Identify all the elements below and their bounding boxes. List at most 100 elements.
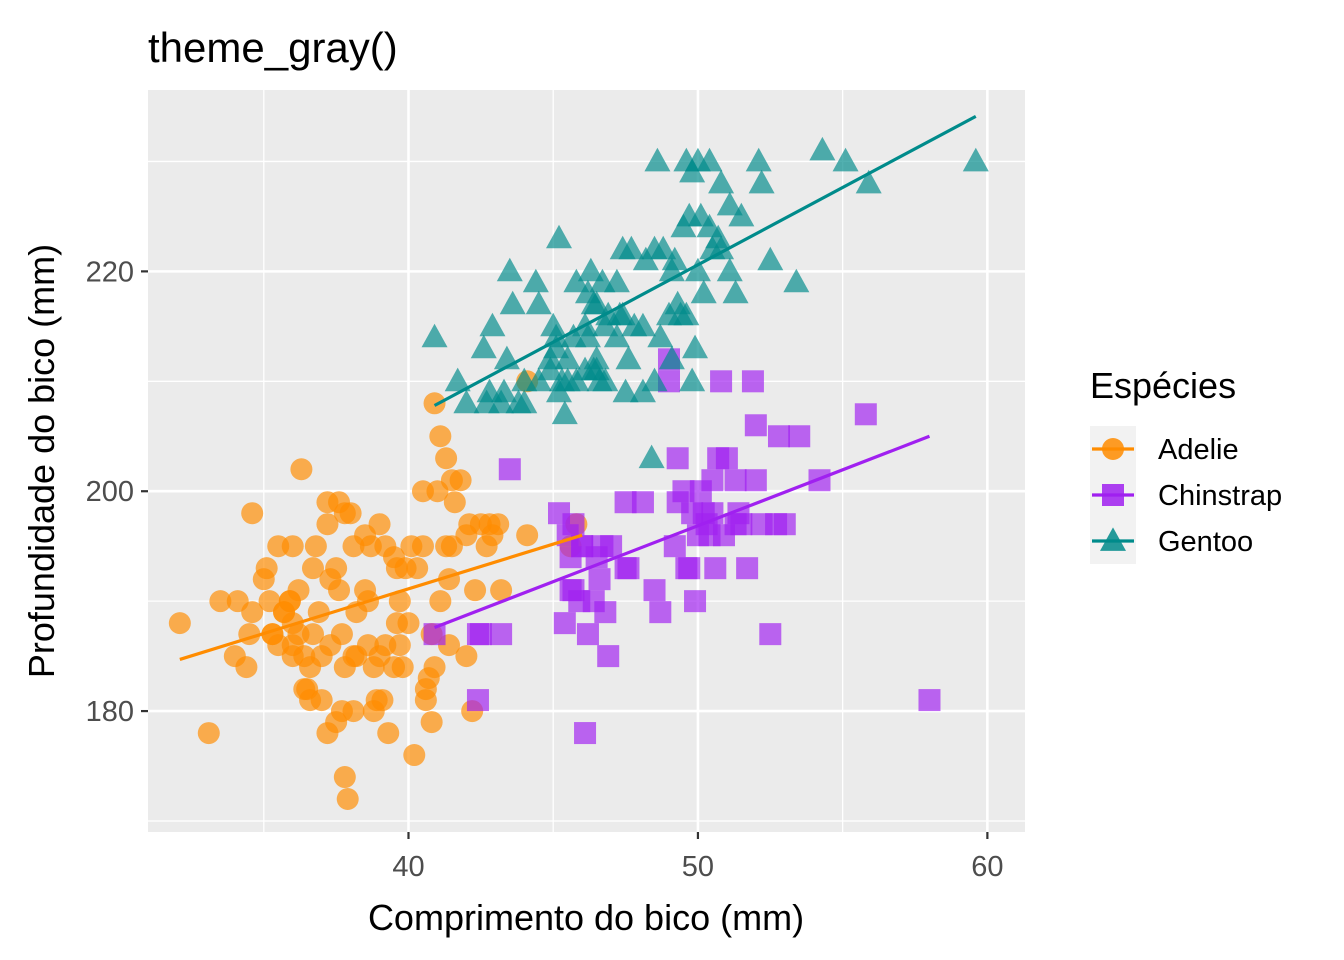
data-points xyxy=(168,136,989,811)
data-point-gentoo xyxy=(696,147,723,172)
data-point-gentoo xyxy=(592,367,619,392)
data-point-chinstrap xyxy=(663,535,686,558)
data-point-gentoo xyxy=(511,367,538,392)
data-point-adelie xyxy=(443,491,466,514)
data-point-gentoo xyxy=(809,136,836,161)
legend-items: Adelie Chinstrap Gentoo xyxy=(1090,426,1282,564)
data-point-gentoo xyxy=(551,400,578,425)
data-point-chinstrap xyxy=(698,524,721,547)
data-point-adelie xyxy=(325,711,348,734)
data-point-adelie xyxy=(330,623,353,646)
data-point-chinstrap xyxy=(704,557,727,580)
data-point-gentoo xyxy=(783,268,810,293)
fit-line-gentoo xyxy=(433,114,977,407)
data-point-gentoo xyxy=(661,246,688,271)
regression-lines xyxy=(179,114,977,661)
data-point-gentoo xyxy=(757,246,784,271)
data-point-gentoo xyxy=(638,444,665,469)
data-point-adelie xyxy=(301,557,324,580)
data-point-gentoo xyxy=(722,279,749,304)
data-point-adelie xyxy=(423,656,446,679)
data-point-adelie xyxy=(304,535,327,558)
data-point-adelie xyxy=(293,678,316,701)
data-point-chinstrap xyxy=(576,623,599,646)
data-point-chinstrap xyxy=(724,469,747,492)
data-point-adelie xyxy=(371,689,394,712)
fit-line-adelie xyxy=(179,533,583,661)
data-point-adelie xyxy=(455,645,478,668)
data-point-adelie xyxy=(368,513,391,536)
data-point-adelie xyxy=(391,656,414,679)
data-point-adelie xyxy=(403,744,426,767)
data-point-chinstrap xyxy=(588,568,611,591)
legend-title: Espécies xyxy=(1090,365,1236,406)
data-point-adelie xyxy=(429,425,452,448)
data-point-chinstrap xyxy=(469,623,492,646)
data-point-gentoo xyxy=(647,323,674,348)
data-point-gentoo xyxy=(609,235,636,260)
data-point-adelie xyxy=(281,634,304,657)
data-point-adelie xyxy=(197,722,220,745)
data-point-adelie xyxy=(241,502,264,525)
data-point-adelie xyxy=(342,700,365,723)
data-point-chinstrap xyxy=(684,590,707,613)
data-point-gentoo xyxy=(543,323,570,348)
data-point-chinstrap xyxy=(600,535,623,558)
data-point-adelie xyxy=(464,579,487,602)
data-point-gentoo xyxy=(650,235,677,260)
legend-item-adelie: Adelie xyxy=(1090,426,1239,472)
legend-label-adelie: Adelie xyxy=(1158,434,1239,466)
data-point-chinstrap xyxy=(744,469,767,492)
legend-label-gentoo: Gentoo xyxy=(1158,526,1253,558)
data-point-gentoo xyxy=(603,268,630,293)
data-point-gentoo xyxy=(479,312,506,337)
data-point-adelie xyxy=(209,590,232,613)
data-point-gentoo xyxy=(832,147,859,172)
data-point-chinstrap xyxy=(423,623,446,646)
data-point-gentoo xyxy=(421,323,448,348)
data-point-gentoo xyxy=(496,257,523,282)
data-point-adelie xyxy=(516,524,539,547)
data-point-chinstrap xyxy=(594,601,617,624)
data-point-adelie xyxy=(336,788,359,811)
data-point-chinstrap xyxy=(649,601,672,624)
data-point-gentoo xyxy=(855,169,882,194)
x-tick-label: 40 xyxy=(392,851,424,883)
data-point-adelie xyxy=(377,722,400,745)
data-point-gentoo xyxy=(511,389,538,414)
data-point-chinstrap xyxy=(466,689,489,712)
data-point-adelie xyxy=(362,656,385,679)
data-point-adelie xyxy=(388,590,411,613)
data-point-adelie xyxy=(397,612,420,635)
data-point-gentoo xyxy=(962,147,989,172)
data-point-adelie xyxy=(388,634,411,657)
data-point-adelie xyxy=(235,656,258,679)
data-point-chinstrap xyxy=(614,491,637,514)
data-point-gentoo xyxy=(444,367,471,392)
data-point-gentoo xyxy=(603,323,630,348)
data-point-adelie xyxy=(429,590,452,613)
data-point-adelie xyxy=(423,392,446,415)
data-point-adelie xyxy=(281,535,304,558)
data-point-chinstrap xyxy=(759,623,782,646)
data-point-adelie xyxy=(316,513,339,536)
data-point-adelie xyxy=(226,590,249,613)
data-point-chinstrap xyxy=(773,513,796,536)
data-point-adelie xyxy=(301,623,324,646)
data-point-chinstrap xyxy=(701,469,724,492)
data-point-adelie xyxy=(435,535,458,558)
data-point-chinstrap xyxy=(559,579,582,602)
x-tick-label: 60 xyxy=(971,851,1003,883)
data-point-gentoo xyxy=(658,345,685,370)
data-point-chinstrap xyxy=(571,535,594,558)
data-point-chinstrap xyxy=(643,579,666,602)
legend-item-gentoo: Gentoo xyxy=(1090,518,1253,564)
plot-panel xyxy=(148,90,1025,832)
data-point-gentoo xyxy=(609,301,636,326)
data-point-chinstrap xyxy=(710,370,733,393)
data-point-gentoo xyxy=(684,257,711,282)
data-point-adelie xyxy=(342,535,365,558)
data-point-gentoo xyxy=(748,169,775,194)
data-point-chinstrap xyxy=(678,557,701,580)
